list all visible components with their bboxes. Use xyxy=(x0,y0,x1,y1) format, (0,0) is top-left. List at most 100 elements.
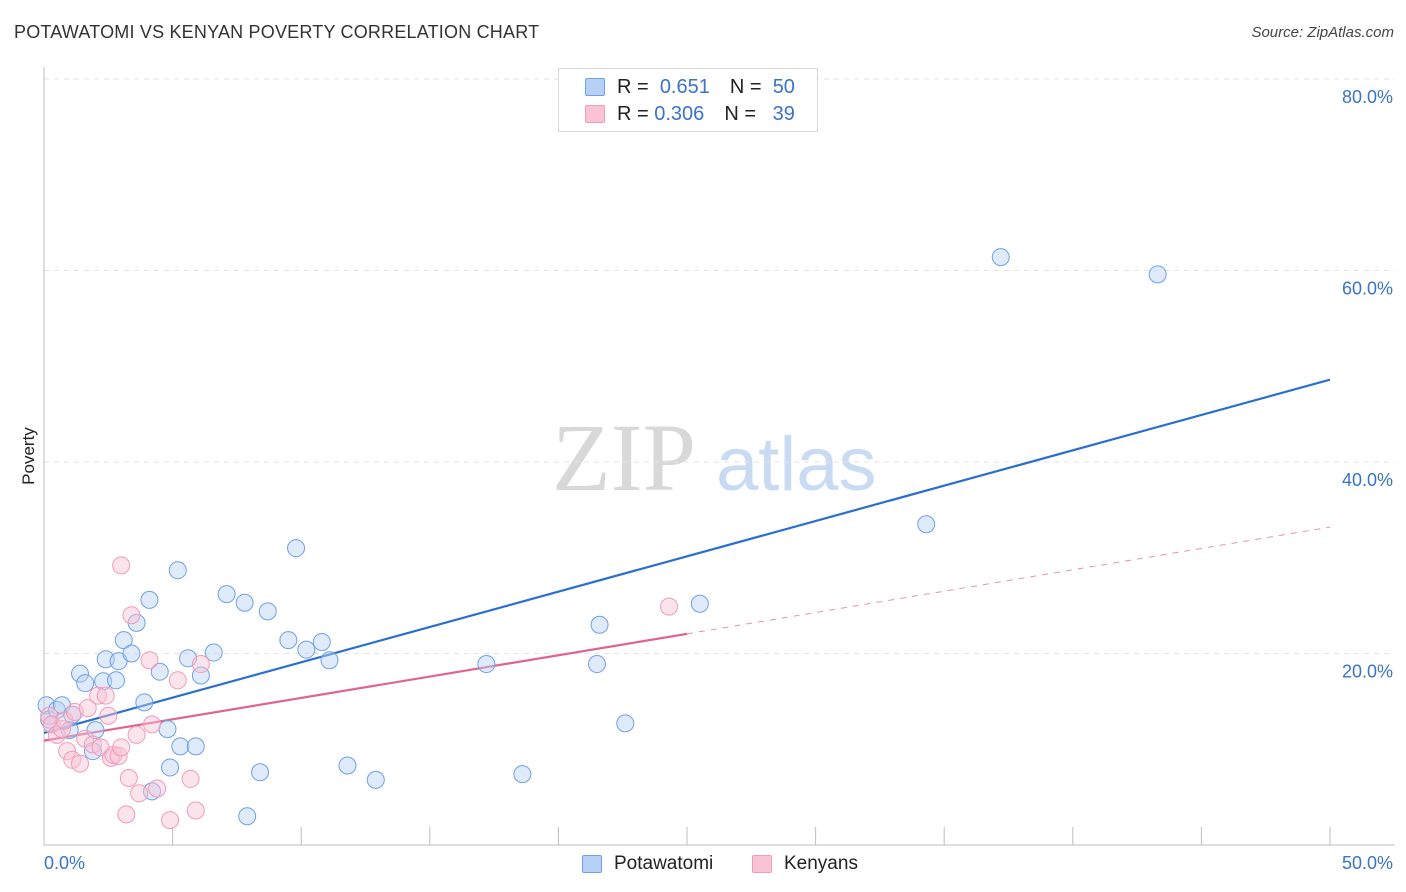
potawatomi-point xyxy=(94,672,113,691)
kenyans-point xyxy=(89,686,108,705)
potawatomi-point xyxy=(366,770,385,789)
x-tick-labels: 0.0% 50.0% xyxy=(44,853,1393,873)
potawatomi-point xyxy=(140,590,159,609)
potawatomi-swatch xyxy=(585,78,605,96)
potawatomi-point xyxy=(1148,265,1167,284)
kenyans-legend-swatch xyxy=(752,855,772,873)
kenyans-point xyxy=(161,811,180,830)
kenyans-point xyxy=(186,801,205,820)
kenyans-point xyxy=(47,725,66,744)
kenyans-trend-line xyxy=(43,632,688,742)
potawatomi-point xyxy=(135,693,154,712)
kenyans-point xyxy=(143,715,162,734)
x-tick-label: 0.0% xyxy=(44,853,85,873)
kenyans-point xyxy=(71,754,90,773)
kenyans-point xyxy=(148,779,167,798)
potawatomi-legend-swatch xyxy=(582,855,602,873)
x-tick-label: 50.0% xyxy=(1342,853,1393,873)
kenyans-point xyxy=(127,725,146,744)
kenyans-point xyxy=(96,686,115,705)
legend-n-value: 39 xyxy=(772,102,795,125)
potawatomi-point xyxy=(616,714,635,733)
legend-r-label: R = xyxy=(617,75,649,98)
legend-n-value: 50 xyxy=(772,75,795,98)
potawatomi-point xyxy=(76,674,95,693)
watermark-zip: ZIP xyxy=(552,404,696,511)
legend-n-label: N = xyxy=(724,102,756,125)
potawatomi-point xyxy=(917,515,936,534)
potawatomi-trend-line xyxy=(43,378,1331,735)
potawatomi-point xyxy=(251,763,270,782)
kenyans-trend-extension xyxy=(686,526,1331,635)
potawatomi-point xyxy=(287,539,306,558)
potawatomi-point xyxy=(587,655,606,674)
potawatomi-point xyxy=(690,594,709,613)
potawatomi-point xyxy=(37,696,56,715)
potawatomi-point xyxy=(204,643,223,662)
potawatomi-point xyxy=(235,593,254,612)
potawatomi-point xyxy=(186,737,205,756)
source-label: Source: ZipAtlas.com xyxy=(1251,24,1394,41)
y-tick-label: 20.0% xyxy=(1342,662,1393,682)
axes xyxy=(43,67,1395,846)
kenyans-point xyxy=(117,805,136,824)
kenyans-point xyxy=(99,706,118,725)
potawatomi-point xyxy=(150,662,169,681)
potawatomi-point xyxy=(171,737,190,756)
potawatomi-point xyxy=(338,756,357,775)
gridlines xyxy=(44,78,1395,654)
potawatomi-point xyxy=(279,631,298,650)
kenyans-point xyxy=(104,745,123,764)
potawatomi-point xyxy=(122,644,141,663)
y-axis-label: Poverty xyxy=(19,427,38,485)
potawatomi-point xyxy=(312,633,331,652)
kenyans-point xyxy=(58,742,77,761)
potawatomi-point xyxy=(297,640,316,659)
potawatomi-point xyxy=(991,248,1010,267)
potawatomi-point xyxy=(320,651,339,670)
y-tick-label: 40.0% xyxy=(1342,470,1393,490)
y-tick-label: 60.0% xyxy=(1342,279,1393,299)
potawatomi-point xyxy=(513,765,532,784)
potawatomi-point xyxy=(114,631,133,650)
potawatomi-legend-label: Potawatomi xyxy=(614,853,714,874)
legend-r-value: 0.651 xyxy=(659,75,710,98)
potawatomi-point xyxy=(158,720,177,739)
watermark-atlas: atlas xyxy=(716,422,877,507)
kenyans-point xyxy=(122,606,141,625)
correlation-legend: R = 0.651 N = 50 R = 0.306 N = 39 xyxy=(558,68,818,132)
kenyans-point xyxy=(191,655,210,674)
potawatomi-point xyxy=(161,758,180,777)
potawatomi-point xyxy=(107,671,126,690)
potawatomi-point xyxy=(258,602,277,621)
kenyans-swatch xyxy=(585,105,605,123)
kenyans-point xyxy=(130,784,149,803)
potawatomi-point xyxy=(217,585,236,604)
legend-row-potawatomi: R = 0.651 N = 50 xyxy=(585,75,795,99)
bottom-legend-kenyans: Kenyans xyxy=(752,852,858,876)
kenyans-point xyxy=(119,768,138,787)
potawatomi-point xyxy=(168,561,187,580)
potawatomi-point xyxy=(590,615,609,634)
potawatomi-point xyxy=(477,655,496,674)
potawatomi-point xyxy=(71,664,90,683)
kenyans-point xyxy=(659,597,678,616)
y-tick-labels: 20.0% 40.0% 60.0% 80.0% xyxy=(1342,87,1393,682)
legend-row-kenyans: R = 0.306 N = 39 xyxy=(585,102,795,126)
trend-lines xyxy=(43,378,1331,742)
kenyans-point xyxy=(140,651,159,670)
bottom-legend-potawatomi: Potawatomi xyxy=(582,852,713,876)
kenyans-point xyxy=(112,738,131,757)
potawatomi-point xyxy=(238,807,257,826)
kenyans-legend-label: Kenyans xyxy=(784,853,858,874)
potawatomi-point xyxy=(40,710,59,729)
legend-r-label: R = xyxy=(617,102,649,125)
kenyans-point xyxy=(181,769,200,788)
legend-n-label: N = xyxy=(729,75,762,98)
chart-title: POTAWATOMI VS KENYAN POVERTY CORRELATION… xyxy=(14,22,540,42)
kenyans-point xyxy=(112,556,131,575)
kenyans-point xyxy=(168,671,187,690)
legend-r-value: 0.306 xyxy=(654,102,705,125)
kenyans-point xyxy=(78,699,97,718)
